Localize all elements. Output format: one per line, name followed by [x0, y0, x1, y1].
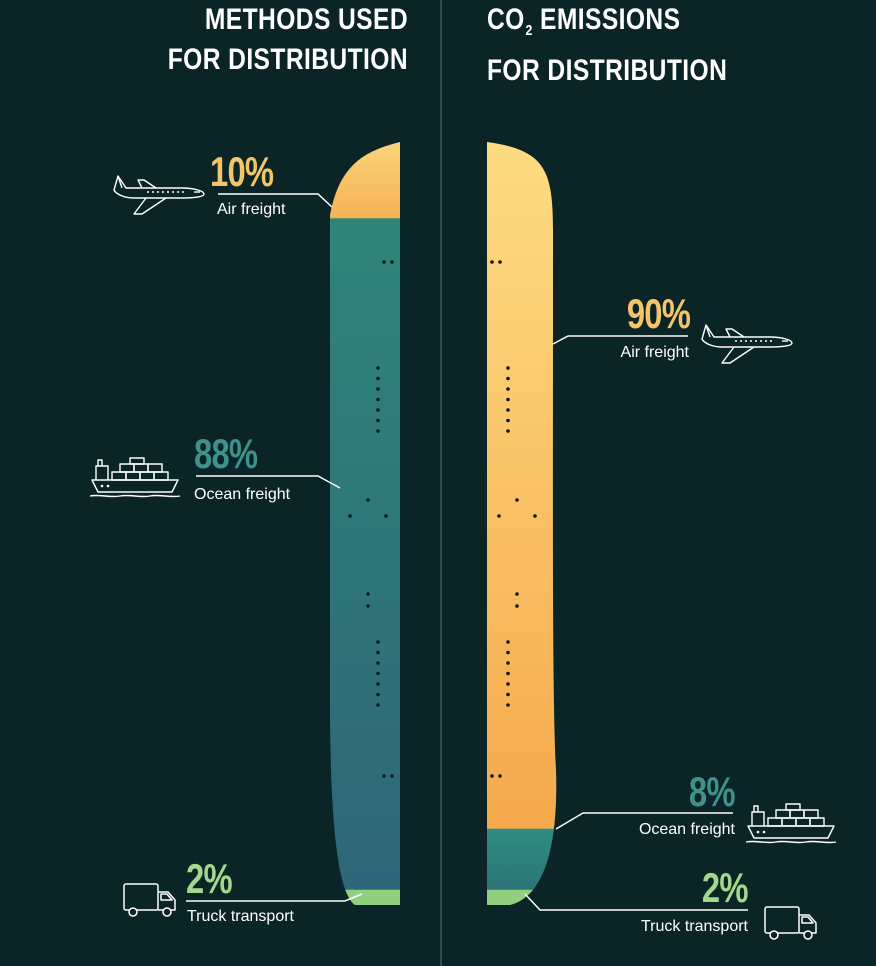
- insert-dot: [506, 640, 510, 644]
- insert-dot: [506, 661, 510, 665]
- insert-dot: [366, 592, 370, 596]
- insert-dot: [376, 429, 380, 433]
- board-methods: [330, 142, 400, 905]
- data-label-air-emissions: 90%: [626, 290, 691, 337]
- data-label-air-methods: 10%: [210, 148, 274, 195]
- chart-title-methods: METHODS USED FOR DISTRIBUTION: [168, 0, 408, 80]
- cargo-ship-icon: [745, 803, 837, 844]
- insert-dot: [376, 671, 380, 676]
- insert-dot: [497, 514, 501, 518]
- insert-dot: [376, 703, 380, 707]
- category-label-ocean-emissions: Ocean freight: [638, 821, 735, 838]
- leader-ocean-right: [555, 812, 733, 830]
- leader-truck-left: [186, 893, 363, 902]
- insert-dot: [506, 682, 510, 686]
- insert-dot: [506, 387, 510, 391]
- airplane-icon: [701, 324, 793, 364]
- insert-dot: [376, 692, 380, 697]
- board-emissions: [487, 142, 557, 905]
- insert-dot: [376, 640, 380, 644]
- category-label-truck-methods: Truck transport: [187, 908, 294, 925]
- title-subscript: 2: [525, 22, 533, 39]
- insert-dot: [506, 366, 510, 370]
- insert-dot: [506, 418, 510, 423]
- title-line-1: METHODS USED: [204, 3, 408, 36]
- truck-icon: [764, 906, 817, 940]
- insert-dot: [390, 260, 394, 264]
- bar-segment-air-left: [330, 142, 400, 219]
- insert-dot: [376, 661, 380, 665]
- insert-dot: [376, 376, 380, 381]
- insert-dot: [515, 604, 519, 608]
- insert-dot: [366, 498, 370, 502]
- cargo-ship-icon: [89, 457, 181, 498]
- insert-dot: [390, 774, 394, 778]
- airplane-icon: [113, 175, 205, 215]
- insert-dot: [515, 592, 519, 596]
- insert-dot: [515, 498, 519, 502]
- insert-dot: [376, 397, 380, 402]
- category-label-ocean-methods: Ocean freight: [194, 486, 291, 503]
- bar-segment-air-right: [487, 142, 557, 830]
- category-label-truck-emissions: Truck transport: [641, 918, 748, 935]
- bar-segment-ocean-left: [330, 218, 400, 891]
- title-emissions: EMISSIONS: [532, 3, 681, 36]
- insert-dot: [376, 650, 380, 655]
- insert-dot: [376, 387, 380, 391]
- insert-dot: [376, 682, 380, 686]
- insert-dot: [376, 418, 380, 423]
- insert-dot: [382, 774, 386, 778]
- leader-air-left: [218, 193, 333, 208]
- insert-dot: [348, 514, 352, 518]
- insert-dot: [498, 260, 502, 264]
- title-line-1: CO2 EMISSIONS: [487, 0, 727, 51]
- insert-dot: [506, 650, 510, 655]
- insert-dot: [506, 671, 510, 676]
- insert-dot: [384, 514, 388, 518]
- category-label-air-methods: Air freight: [217, 201, 286, 218]
- insert-dot: [533, 514, 537, 518]
- title-line-2: FOR DISTRIBUTION: [487, 54, 728, 87]
- insert-dot: [382, 260, 386, 264]
- insert-dot: [490, 774, 494, 778]
- insert-dot: [376, 408, 380, 412]
- title-line-2: FOR DISTRIBUTION: [167, 43, 408, 76]
- leader-ocean-left: [196, 475, 341, 489]
- insert-dot: [506, 703, 510, 707]
- insert-dot: [506, 408, 510, 412]
- board-inserts-right: [490, 260, 537, 778]
- insert-dot: [506, 429, 510, 433]
- leader-air-right: [552, 335, 688, 345]
- board-inserts-left: [348, 260, 394, 778]
- insert-dot: [506, 376, 510, 381]
- insert-dot: [506, 397, 510, 402]
- insert-dot: [506, 692, 510, 697]
- insert-dot: [490, 260, 494, 264]
- data-label-ocean-methods: 88%: [194, 430, 258, 477]
- bar-segment-ocean-right: [487, 828, 557, 891]
- bar-segment-truck-left: [330, 889, 400, 905]
- category-label-air-emissions: Air freight: [620, 344, 689, 361]
- insert-dot: [498, 774, 502, 778]
- truck-icon: [123, 883, 176, 917]
- chart-title-emissions: CO2 EMISSIONS FOR DISTRIBUTION: [487, 0, 727, 91]
- leader-truck-right: [524, 893, 748, 911]
- data-label-truck-emissions: 2%: [702, 864, 749, 911]
- title-co: CO: [487, 3, 525, 36]
- data-label-truck-methods: 2%: [186, 855, 233, 902]
- insert-dot: [366, 604, 370, 608]
- insert-dot: [376, 366, 380, 370]
- data-label-ocean-emissions: 8%: [689, 768, 736, 815]
